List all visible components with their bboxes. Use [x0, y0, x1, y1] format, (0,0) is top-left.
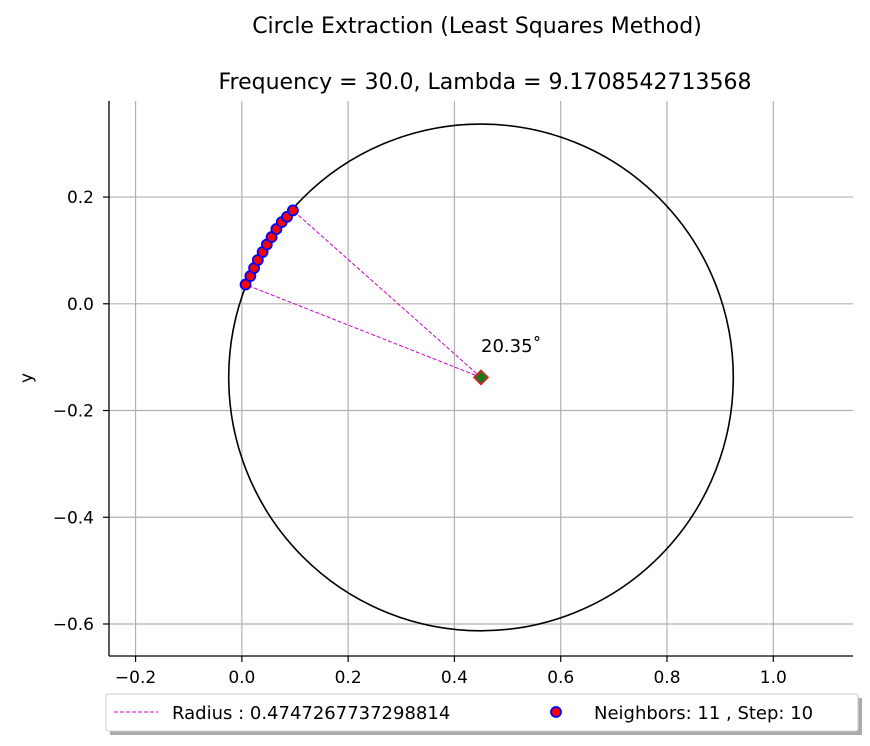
x-tick-label-6: 1.0	[760, 668, 787, 688]
y-tick-label-1: 0.0	[67, 295, 94, 315]
x-axis-ticks: −0.2 0.0 0.2 0.4 0.6 0.8 1.0	[115, 656, 787, 688]
chart-subtitle: Frequency = 30.0, Lambda = 9.17085427135…	[219, 70, 752, 95]
x-tick-label-1: 0.0	[228, 668, 255, 688]
center-marker	[472, 369, 490, 386]
grid-lines	[109, 101, 853, 656]
legend-neighbors-label: Neighbors: 11 , Step: 10	[594, 703, 813, 724]
neighbor-point-0	[239, 278, 252, 291]
x-tick-label-0: −0.2	[115, 668, 156, 688]
x-tick-label-2: 0.2	[335, 668, 362, 688]
y-tick-label-3: −0.4	[53, 508, 94, 528]
legend-neighbors-swatch	[550, 706, 562, 718]
y-axis-label: y	[17, 373, 37, 383]
fitted-circle	[227, 123, 735, 632]
x-tick-label-3: 0.4	[441, 668, 468, 688]
legend-radius-label: Radius : 0.4747267737298814	[172, 703, 450, 724]
x-tick-label-4: 0.6	[547, 668, 574, 688]
fitted-circle-layer	[227, 123, 735, 632]
radius-lines-layer	[245, 210, 482, 378]
chart-title: Circle Extraction (Least Squares Method)	[252, 14, 702, 39]
neighbor-point-10	[286, 204, 299, 217]
x-tick-label-5: 0.8	[653, 668, 680, 688]
legend-box	[105, 693, 859, 732]
center-marker-layer	[472, 369, 490, 386]
angle-annotation: 20.35˚	[481, 336, 542, 357]
radius-line-1	[292, 210, 482, 378]
neighbor-points-layer	[239, 204, 299, 291]
radius-line-0	[245, 284, 482, 378]
y-axis-ticks: 0.2 0.0 −0.2 −0.4 −0.6	[53, 188, 109, 635]
legend: Radius : 0.4747267737298814 Neighbors: 1…	[105, 693, 862, 735]
y-tick-label-0: 0.2	[67, 188, 94, 208]
y-tick-label-2: −0.2	[53, 402, 94, 422]
y-tick-label-4: −0.6	[53, 615, 94, 635]
axes	[108, 101, 853, 657]
